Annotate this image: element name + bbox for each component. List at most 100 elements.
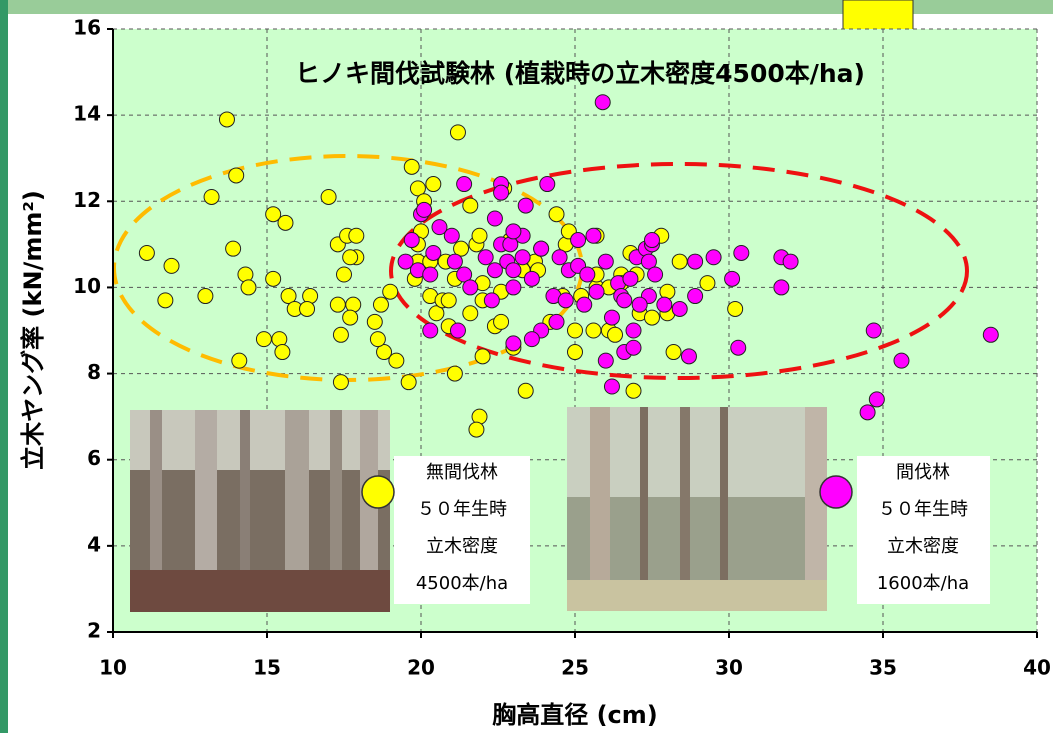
- point: [622, 270, 639, 287]
- point: [493, 313, 510, 330]
- point: [517, 197, 534, 214]
- point: [699, 275, 716, 292]
- point: [320, 188, 337, 205]
- left-strip: [0, 0, 8, 733]
- point: [557, 292, 574, 309]
- chart-title: ヒノキ間伐試験林 (植栽時の立木密度4500本/ha): [295, 59, 865, 88]
- legend-label: 間伐林: [896, 462, 950, 483]
- point: [893, 352, 910, 369]
- x-tick-label: 30: [715, 656, 743, 680]
- point: [493, 184, 510, 201]
- point: [773, 279, 790, 296]
- point: [446, 253, 463, 270]
- point: [724, 270, 741, 287]
- point: [607, 326, 624, 343]
- point: [203, 188, 220, 205]
- point: [517, 382, 534, 399]
- point: [409, 180, 426, 197]
- y-axis-label: 立木ヤング率 (kN/mm²): [19, 190, 47, 470]
- point: [425, 244, 442, 261]
- point: [588, 283, 605, 300]
- point: [644, 232, 660, 249]
- point: [603, 378, 620, 395]
- point: [265, 206, 282, 223]
- point: [163, 257, 180, 274]
- point: [443, 227, 460, 244]
- point: [486, 210, 503, 227]
- y-tick-label: 12: [73, 188, 101, 212]
- point: [197, 288, 214, 305]
- point: [277, 214, 294, 231]
- point: [486, 262, 503, 279]
- y-tick-label: 16: [73, 16, 101, 40]
- point: [868, 391, 885, 408]
- point: [567, 322, 583, 339]
- point: [431, 219, 448, 236]
- note-line: 立木密度: [887, 536, 959, 557]
- point: [982, 326, 999, 343]
- x-tick-label: 20: [407, 656, 435, 680]
- note-line: 立木密度: [426, 536, 498, 557]
- point: [727, 300, 744, 317]
- point: [422, 322, 439, 339]
- point: [342, 249, 359, 266]
- legend-marker: [361, 475, 395, 509]
- point: [157, 292, 174, 309]
- point: [539, 176, 556, 193]
- point: [865, 322, 882, 339]
- point: [687, 253, 704, 270]
- y-tick-label: 14: [73, 102, 101, 126]
- point: [597, 253, 614, 270]
- point: [647, 266, 664, 283]
- y-tick-label: 2: [87, 619, 101, 643]
- note-line: 1600本/ha: [877, 573, 969, 594]
- point: [505, 223, 522, 240]
- point: [231, 352, 248, 369]
- point: [474, 348, 491, 365]
- photo: [130, 410, 390, 612]
- point: [625, 339, 642, 356]
- note-line: ５０年生時: [417, 499, 507, 520]
- point: [859, 404, 876, 421]
- point: [782, 253, 799, 270]
- point: [366, 313, 383, 330]
- point: [372, 296, 389, 313]
- point: [228, 167, 245, 184]
- point: [523, 331, 540, 348]
- y-tick-label: 6: [87, 446, 101, 470]
- point: [446, 365, 463, 382]
- point: [576, 296, 593, 313]
- point: [505, 335, 522, 352]
- point: [462, 305, 479, 322]
- point: [449, 322, 466, 339]
- point: [625, 382, 642, 399]
- point: [570, 232, 587, 249]
- point: [616, 292, 633, 309]
- point: [551, 249, 568, 266]
- y-tick-label: 8: [87, 360, 101, 384]
- point: [631, 296, 648, 313]
- point: [348, 227, 365, 244]
- y-tick-label: 10: [73, 274, 101, 298]
- point: [548, 206, 565, 223]
- point: [462, 279, 479, 296]
- point: [425, 176, 442, 193]
- point: [594, 94, 611, 111]
- point: [471, 227, 488, 244]
- point: [462, 197, 479, 214]
- group-ellipse: [389, 162, 969, 380]
- note-box: [857, 456, 990, 604]
- point: [299, 300, 316, 317]
- point: [644, 309, 660, 326]
- point: [514, 249, 531, 266]
- point: [138, 244, 155, 261]
- x-tick-label: 15: [253, 656, 281, 680]
- point: [477, 249, 494, 266]
- point: [225, 240, 242, 257]
- x-tick-label: 35: [869, 656, 897, 680]
- point: [533, 240, 550, 257]
- point: [332, 374, 349, 391]
- point: [342, 309, 359, 326]
